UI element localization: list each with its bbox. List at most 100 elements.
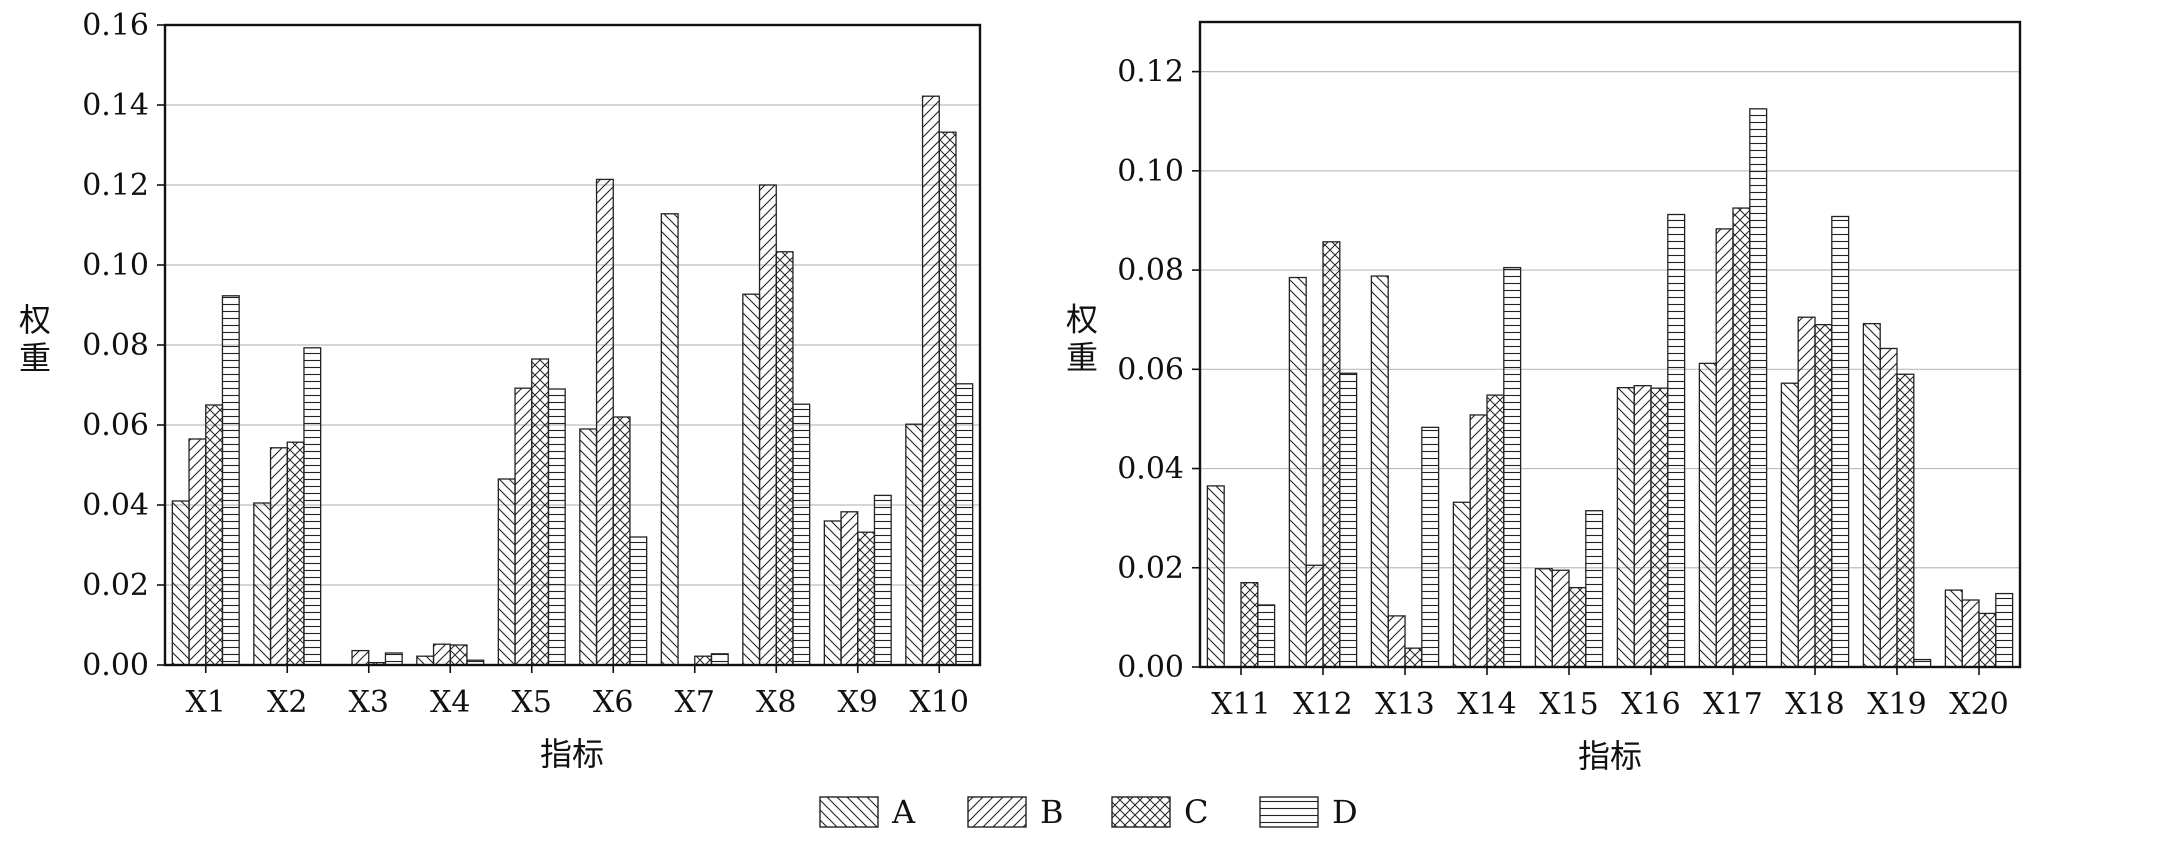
bar-D-X7 [710, 653, 729, 666]
bar-C-X5 [531, 358, 550, 666]
x-tick-label: X17 [1703, 687, 1763, 722]
bar-D-X12 [1339, 372, 1358, 668]
x-tick-label: X4 [430, 685, 470, 720]
bar-D-X17 [1749, 108, 1768, 668]
bar-A-X2 [253, 502, 272, 666]
bar-C-X18 [1814, 324, 1833, 668]
x-tick-label: X20 [1949, 687, 2009, 722]
bar-B-X3 [351, 649, 370, 666]
bar-C-X16 [1650, 387, 1669, 668]
bar-D-X5 [547, 388, 566, 666]
y-tick-label: 0.08 [1117, 253, 1184, 288]
bar-A-X12 [1288, 276, 1307, 668]
x-axis-title: 指标 [540, 735, 604, 773]
y-tick-label: 0.12 [1117, 55, 1184, 90]
bar-D-X1 [221, 295, 240, 666]
bar-A-X6 [579, 428, 598, 666]
bar-C-X13 [1404, 647, 1423, 668]
bar-A-X14 [1452, 501, 1471, 668]
bar-A-X13 [1370, 275, 1389, 668]
bar-C-X19 [1896, 373, 1915, 668]
y-tick-label: 0.14 [82, 88, 149, 123]
bar-D-X8 [792, 403, 811, 666]
y-tick-label: 0.12 [82, 168, 149, 203]
bar-C-X2 [286, 441, 305, 666]
x-tick-label: X13 [1375, 687, 1435, 722]
bar-B-X13 [1387, 615, 1406, 668]
bar-A-X18 [1780, 382, 1799, 668]
legend-swatch-A [819, 796, 879, 828]
bar-B-X1 [188, 438, 207, 666]
bar-C-X17 [1732, 207, 1751, 668]
y-tick-label: 0.10 [82, 248, 149, 283]
x-tick-label: X12 [1293, 687, 1353, 722]
bar-A-X16 [1616, 387, 1635, 668]
x-tick-label: X14 [1457, 687, 1517, 722]
y-tick-label: 0.06 [82, 408, 149, 443]
bar-D-X6 [629, 536, 648, 666]
x-tick-label: X3 [349, 685, 389, 720]
legend-label-B: B [1040, 793, 1064, 831]
legend-label-D: D [1332, 793, 1358, 831]
bar-C-X10 [938, 131, 957, 666]
y-tick-label: 0.10 [1117, 154, 1184, 189]
x-tick-label: X10 [909, 685, 969, 720]
bar-B-X17 [1715, 228, 1734, 668]
x-tick-label: X19 [1867, 687, 1927, 722]
bar-C-X11 [1240, 582, 1259, 668]
y-axis-title: 权重 [1066, 301, 1098, 377]
y-tick-label: 0.00 [82, 648, 149, 683]
legend-label-A: A [891, 793, 916, 831]
bar-A-X20 [1944, 589, 1963, 668]
y-tick-label: 0.06 [1117, 352, 1184, 387]
x-tick-label: X16 [1621, 687, 1681, 722]
bar-B-X12 [1305, 564, 1324, 668]
bar-D-X18 [1831, 215, 1850, 668]
y-tick-label: 0.04 [1117, 452, 1184, 487]
bar-A-X10 [905, 423, 924, 666]
bar-B-X14 [1469, 414, 1488, 668]
x-tick-label: X18 [1785, 687, 1845, 722]
bar-B-X6 [595, 178, 614, 666]
bar-D-X2 [303, 347, 322, 666]
bar-B-X16 [1633, 385, 1652, 668]
bar-B-X10 [921, 95, 940, 666]
x-tick-label: X1 [186, 685, 226, 720]
x-tick-label: X6 [593, 685, 633, 720]
bar-B-X5 [514, 387, 533, 666]
bar-A-X5 [497, 478, 516, 666]
bar-D-X16 [1667, 213, 1686, 668]
bar-A-X9 [823, 520, 842, 666]
plot-frame [1198, 20, 2022, 669]
bar-C-X20 [1978, 612, 1997, 668]
bar-D-X20 [1995, 592, 2014, 668]
legend-swatch-D [1259, 796, 1319, 828]
bar-A-X11 [1206, 485, 1225, 668]
x-tick-label: X11 [1211, 687, 1271, 722]
y-tick-label: 0.02 [82, 568, 149, 603]
bar-C-X14 [1486, 394, 1505, 668]
x-tick-label: X5 [512, 685, 552, 720]
bar-B-X18 [1797, 316, 1816, 668]
bar-A-X19 [1862, 323, 1881, 668]
bar-D-X15 [1585, 510, 1604, 668]
bar-A-X7 [660, 213, 679, 666]
legend-swatch-C [1111, 796, 1171, 828]
bar-D-X9 [873, 494, 892, 666]
y-tick-label: 0.08 [82, 328, 149, 363]
bar-B-X15 [1551, 569, 1570, 668]
legend: A B C D [819, 793, 1358, 831]
bar-A-X4 [416, 655, 435, 666]
left-chart-panel: 0.00 0.02 0.04 0.06 0.08 0.10 0.12 0.14 0.16 X1 X2… [19, 8, 982, 773]
bar-C-X1 [205, 404, 224, 666]
bar-A-X17 [1698, 362, 1717, 668]
bar-B-X19 [1879, 347, 1898, 668]
bar-B-X4 [432, 643, 451, 666]
bar-C-X7 [694, 655, 713, 666]
bar-C-X15 [1568, 586, 1587, 668]
bar-D-X11 [1257, 604, 1276, 668]
bar-A-X8 [742, 293, 761, 666]
x-tick-label: X8 [756, 685, 796, 720]
bar-B-X20 [1961, 599, 1980, 668]
